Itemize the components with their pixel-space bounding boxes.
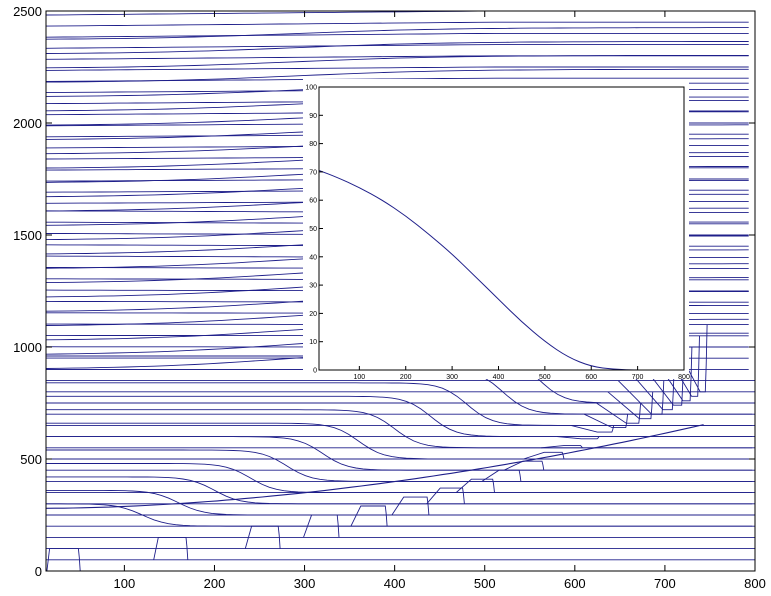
pulse-curve xyxy=(541,445,583,449)
main-y-tick-label: 1000 xyxy=(13,340,42,355)
shoulder-curve xyxy=(46,395,753,438)
pulse-curve xyxy=(596,402,642,424)
level-line xyxy=(45,44,749,49)
main-x-tick-label: 300 xyxy=(294,576,316,591)
pulse-curve xyxy=(607,391,654,420)
main-x-tick-label: 200 xyxy=(204,576,226,591)
main-y-tick-label: 2500 xyxy=(13,4,42,19)
main-x-tick-label: 600 xyxy=(564,576,586,591)
main-y-tick-label: 500 xyxy=(20,452,42,467)
shoulder-curve xyxy=(46,382,753,426)
inset-plot-axes: 100 200 300 400 500 600 700 800 0 10 20 30 40 50 60 70 8… xyxy=(303,79,690,381)
level-line xyxy=(45,66,749,71)
level-line xyxy=(45,10,749,16)
pulse-curve xyxy=(556,436,600,440)
inset-y-tick-label: 100 xyxy=(305,85,317,92)
main-x-tick-label: 700 xyxy=(654,576,676,591)
main-x-tick-label: 400 xyxy=(384,576,406,591)
pulse-curve xyxy=(481,469,522,482)
pulse-curve xyxy=(617,380,665,415)
inset-y-tick-label: 90 xyxy=(309,113,317,120)
pulse-curve xyxy=(350,505,388,527)
inset-y-tick-label: 70 xyxy=(309,169,317,176)
pulse-curve xyxy=(570,424,615,433)
inset-x-tick-label: 200 xyxy=(400,374,412,381)
main-y-tick-label: 0 xyxy=(35,564,42,579)
upper-strand xyxy=(45,54,749,69)
inset-y-tick-label: 20 xyxy=(309,311,317,318)
envelope-curve xyxy=(45,424,704,509)
pulse-curve xyxy=(584,413,629,429)
upper-strand xyxy=(45,27,749,40)
inset-x-tick-label: 500 xyxy=(539,374,551,381)
shoulder-curve xyxy=(46,463,753,494)
inset-background xyxy=(303,79,689,379)
pulse-curve xyxy=(153,536,189,560)
inset-x-tick-label: 400 xyxy=(493,374,505,381)
main-x-tick-label: 500 xyxy=(474,576,496,591)
inset-y-tick-label: 60 xyxy=(309,198,317,205)
pulse-curve xyxy=(646,346,693,402)
shoulder-curve xyxy=(46,503,753,527)
shoulder-curve xyxy=(46,489,753,516)
main-y-tick-label: 2000 xyxy=(13,116,42,131)
inset-y-tick-label: 30 xyxy=(309,283,317,290)
inset-x-tick-label: 800 xyxy=(678,374,690,381)
pulse-curve xyxy=(627,369,675,411)
main-x-tick-label: 100 xyxy=(114,576,136,591)
inset-y-tick-label: 80 xyxy=(309,141,317,148)
pulse-curve xyxy=(391,496,430,516)
inset-series-line xyxy=(318,170,684,371)
inset-x-tick-label: 300 xyxy=(446,374,458,381)
inset-x-tick-label: 700 xyxy=(632,374,644,381)
shoulder-curve xyxy=(46,409,753,449)
inset-y-tick-label: 40 xyxy=(309,254,317,261)
pulse-curve xyxy=(455,478,495,493)
shoulder-curve xyxy=(46,476,753,505)
inset-y-tick-label: 0 xyxy=(313,368,317,375)
inset-y-tick-label: 50 xyxy=(309,226,317,233)
main-plot-frame xyxy=(45,10,756,572)
upper-strand xyxy=(45,68,749,83)
shoulder-curve xyxy=(46,422,753,460)
pulse-curve xyxy=(46,548,81,572)
inset-x-tick-label: 100 xyxy=(354,374,366,381)
shoulder-curve xyxy=(46,436,753,471)
main-x-tick-label: 800 xyxy=(744,576,766,591)
pulse-curve xyxy=(503,460,545,471)
inset-x-tick-label: 600 xyxy=(585,374,597,381)
pulse-curve xyxy=(426,487,465,505)
upper-strand xyxy=(45,41,749,54)
level-line xyxy=(45,21,749,27)
level-line xyxy=(45,32,749,38)
main-y-tick-label: 1500 xyxy=(13,228,42,243)
pulse-curve xyxy=(523,451,565,460)
level-line xyxy=(45,55,749,60)
inset-y-tick-label: 10 xyxy=(309,339,317,346)
